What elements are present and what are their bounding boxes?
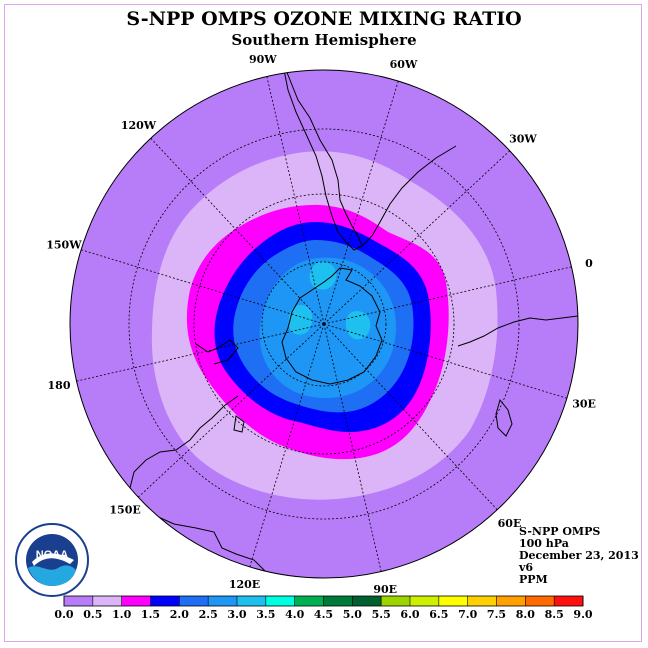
colorbar-swatch (121, 596, 151, 606)
antarctica-coastline (281, 267, 383, 385)
colorbar-tick-label: 8.0 (516, 608, 535, 621)
noaa-logo-icon: NOAA (15, 523, 89, 597)
colorbar-swatch (496, 596, 526, 606)
longitude-label: 90E (373, 583, 397, 596)
colorbar-swatch (410, 596, 440, 606)
colorbar-swatch (352, 596, 382, 606)
map-subtitle: Southern Hemisphere (231, 31, 417, 49)
colorbar-swatch (150, 596, 180, 606)
colorbar-tick-label: 5.5 (372, 608, 391, 621)
colorbar-tick-label: 7.0 (458, 608, 477, 621)
noaa-logo: NOAA (14, 522, 90, 598)
longitude-label: 150W (46, 239, 82, 252)
info-product: S-NPP OMPS (519, 525, 601, 538)
globe-outline (69, 69, 579, 579)
colorbar-tick-label: 5.0 (343, 608, 362, 621)
longitude-label: 120W (121, 119, 157, 132)
latitude-circle (128, 128, 520, 520)
colorbar-swatch (525, 596, 555, 606)
colorbar-tick-label: 8.5 (545, 608, 564, 621)
colorbar-tick-label: 1.5 (141, 608, 160, 621)
longitude-label: 30E (572, 398, 596, 411)
colorbar-swatch (64, 596, 94, 606)
madagascar-coastline (495, 398, 513, 437)
africa-coastline (457, 315, 578, 347)
colorbar-swatch (92, 596, 122, 606)
colorbar-swatch (323, 596, 353, 606)
map-title: S-NPP OMPS OZONE MIXING RATIO (126, 8, 522, 30)
graticule (76, 76, 572, 572)
colorbar-tick-label: 0.0 (54, 608, 73, 621)
colorbar-swatch (438, 596, 468, 606)
colorbar-tick-label: 4.0 (285, 608, 304, 621)
colorbar-swatch (294, 596, 324, 606)
figure-frame (4, 4, 642, 642)
info-version: v6 (519, 561, 534, 574)
colorbar-swatch (381, 596, 411, 606)
latitude-circle (261, 261, 387, 387)
noaa-logo-text: NOAA (36, 549, 68, 561)
longitude-label: 120E (229, 578, 260, 591)
colorbar-swatch (237, 596, 267, 606)
ozone-region-3.0-3.5-b (288, 304, 313, 335)
info-date: December 23, 2013 (519, 549, 639, 562)
tasmania-coastline (233, 415, 245, 433)
colorbar-swatch (467, 596, 497, 606)
colorbar-swatch (554, 596, 584, 606)
colorbar-tick-label: 4.5 (314, 608, 333, 621)
info-units: PPM (519, 573, 548, 586)
longitude-label: 150E (109, 504, 140, 517)
ozone-region-3.0-3.5-a (309, 261, 337, 290)
colorbar: 0.0 0.5 1.0 1.5 2.0 2.5 3.0 3.5 4.0 4.5 5.0 5.5 6.0 6… (54, 595, 593, 621)
longitude-label: 0 (585, 257, 593, 270)
info-level: 100 hPa (519, 537, 569, 550)
ozone-region-3.0-3.5-c (345, 310, 371, 340)
colorbar-tick-label: 2.5 (199, 608, 218, 621)
colorbar-swatch (208, 596, 238, 606)
colorbar-tick-label: 0.5 (83, 608, 102, 621)
longitude-label: 30W (509, 133, 537, 146)
colorbar-tick-label: 2.0 (170, 608, 189, 621)
latitude-circle (193, 193, 455, 455)
colorbar-tick-label: 6.0 (400, 608, 419, 621)
colorbar-tick-label: 6.5 (429, 608, 448, 621)
colorbar-tick-label: 3.5 (256, 608, 275, 621)
colorbar-tick-label: 1.0 (112, 608, 131, 621)
colorbar-tick-label: 9.0 (573, 608, 592, 621)
colorbar-swatch (265, 596, 295, 606)
ozone-field (70, 70, 578, 578)
south-america-east-coastline (361, 145, 457, 247)
new-zealand-coastline (195, 339, 239, 365)
longitude-label: 90W (249, 53, 277, 66)
colorbar-swatch (179, 596, 209, 606)
longitude-label: 60E (498, 517, 522, 530)
longitude-labels: 90W 60W 30W 0 30E 60E 90E 120E 150E 180 150W 120W (46, 53, 596, 596)
longitude-label: 180 (48, 379, 71, 392)
colorbar-tick-label: 7.5 (487, 608, 506, 621)
longitude-label: 60W (390, 58, 418, 71)
colorbar-tick-label: 3.0 (227, 608, 246, 621)
